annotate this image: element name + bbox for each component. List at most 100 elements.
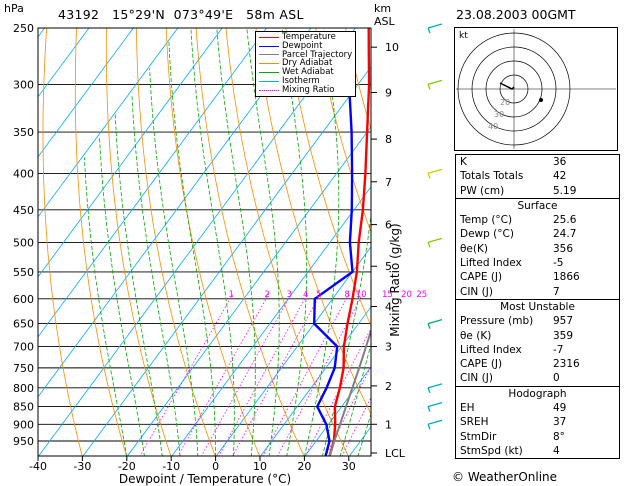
series-parcel-trajectory <box>328 327 371 456</box>
wet-adiabat <box>190 28 235 456</box>
index-row: Temp (°C) 25.6 <box>456 213 619 227</box>
station-lat: 15°29'N <box>112 7 166 22</box>
indices-table: K 36 Totals Totals 42 PW (cm) 5.19 Surface Te… <box>455 154 620 460</box>
dry-adiabat <box>285 28 371 327</box>
legend-swatch <box>259 54 279 56</box>
wet-adiabat <box>84 157 128 456</box>
wind-barb <box>427 237 443 248</box>
index-value: 1866 <box>553 271 580 284</box>
isotherm <box>38 28 179 218</box>
index-label: SREH <box>460 416 489 429</box>
axis-layer: 2503003504004505005506006507007508008509… <box>13 22 427 473</box>
mixing-ratio-label: 5 <box>316 290 321 300</box>
km-tick-label: 2 <box>385 380 392 393</box>
hodograph: kt 20 30 40 <box>454 27 618 151</box>
pressure-tick-label: 900 <box>13 418 34 431</box>
mixing-ratio-line <box>218 293 308 456</box>
index-value: 0 <box>553 372 560 385</box>
index-row: StmSpd (kt) 4 <box>456 444 619 458</box>
pressure-tick-label: 650 <box>13 318 34 331</box>
index-label: Temp (°C) <box>460 214 513 227</box>
pressure-tick-label: 550 <box>13 266 34 279</box>
index-value: 36 <box>553 156 567 168</box>
km-tick-label: 7 <box>385 176 392 189</box>
index-label: StmSpd (kt) <box>460 444 523 457</box>
index-value: -7 <box>553 343 564 356</box>
pressure-tick-label: 250 <box>13 22 34 35</box>
pressure-tick-label: 850 <box>13 401 34 414</box>
wind-barb <box>427 401 443 412</box>
station-header: 43192 15°29'N 073°49'E 58m ASL <box>58 7 304 22</box>
legend-swatch <box>259 36 279 38</box>
pressure-tick-label: 800 <box>13 382 34 395</box>
km-tick-label: 9 <box>385 87 392 100</box>
km-tick-label: 8 <box>385 133 392 146</box>
index-row: K 36 <box>456 155 619 169</box>
surface-title: Surface <box>517 199 558 212</box>
hodograph-ring-label: 20 <box>500 98 510 107</box>
asl-label: ASL <box>374 15 396 28</box>
hodograph-stats-title: Hodograph <box>508 387 567 400</box>
most-unstable-section: Most Unstable Pressure (mb) 957 θe (K) 359 L… <box>456 298 619 386</box>
index-row: CIN (J) 7 <box>456 285 619 299</box>
legend-label: Dry Adiabat <box>282 58 333 69</box>
index-row: Totals Totals 42 <box>456 169 619 183</box>
dry-adiabat <box>42 28 83 456</box>
legend-item: Wet Adiabat <box>259 68 352 77</box>
legend-item: Parcel Trajectory <box>259 50 352 60</box>
x-tick-label: 20 <box>297 460 311 473</box>
index-value: 25.6 <box>553 214 577 227</box>
legend-label: Wet Adiabat <box>282 67 334 78</box>
index-row: CAPE (J) 2316 <box>456 357 619 371</box>
isotherm <box>38 28 223 278</box>
pressure-tick-label: 750 <box>13 362 34 375</box>
index-label: θe (K) <box>460 329 492 342</box>
x-axis-title: Dewpoint / Temperature (°C) <box>119 472 291 486</box>
station-lon: 073°49'E <box>173 7 234 22</box>
trace-layer <box>313 28 371 456</box>
chart-legend: Temperature Dewpoint Parcel Trajectory Dry … <box>255 31 357 97</box>
index-label: Dewp (°C) <box>460 228 514 241</box>
index-label: StmDir <box>460 430 497 443</box>
dry-adiabat <box>135 28 216 456</box>
km-tick-label: 1 <box>385 418 392 431</box>
index-label: Pressure (mb) <box>460 315 534 328</box>
surface-section: Surface Temp (°C) 25.6 Dewp (°C) 24.7 θe(K) 3… <box>456 197 619 299</box>
wet-adiabat <box>216 28 256 456</box>
most-unstable-title: Most Unstable <box>500 300 575 313</box>
wet-adiabat <box>304 28 340 456</box>
hodograph-ring-label: 40 <box>488 122 498 131</box>
wind-barb <box>427 23 443 34</box>
km-tick-label: 10 <box>385 41 399 54</box>
index-row: Lifted Index -5 <box>456 256 619 270</box>
index-value: 359 <box>553 329 574 342</box>
km-tick-label: 6 <box>385 219 392 232</box>
legend-swatch <box>259 72 279 74</box>
index-label: CAPE (J) <box>460 358 503 371</box>
index-label: θe(K) <box>460 242 488 255</box>
index-value: 37 <box>553 416 567 429</box>
legend-swatch <box>259 89 279 91</box>
hodograph-unit-label: kt <box>459 31 468 41</box>
isotherm <box>171 186 371 456</box>
wind-barb <box>427 419 443 430</box>
pressure-tick-label: 400 <box>13 167 34 180</box>
index-value: -5 <box>553 257 564 270</box>
pressure-tick-label: 600 <box>13 293 34 306</box>
mixing-ratio-label: 20 <box>401 290 412 300</box>
km-tick-label: 5 <box>385 260 392 273</box>
x-tick-label: 30 <box>342 460 356 473</box>
index-value: 356 <box>553 242 574 255</box>
dry-adiabat <box>195 28 305 456</box>
plot-frame <box>37 27 372 457</box>
series-dewpoint <box>313 51 354 456</box>
legend-item: Mixing Ratio <box>259 85 352 95</box>
pressure-tick-label: 500 <box>13 236 34 249</box>
index-row: θe(K) 356 <box>456 242 619 256</box>
index-value: 4 <box>553 444 560 457</box>
km-tick-label: 3 <box>385 341 392 354</box>
index-row: PW (cm) 5.19 <box>456 184 619 198</box>
wind-barb <box>427 318 443 329</box>
index-row: Pressure (mb) 957 <box>456 314 619 328</box>
